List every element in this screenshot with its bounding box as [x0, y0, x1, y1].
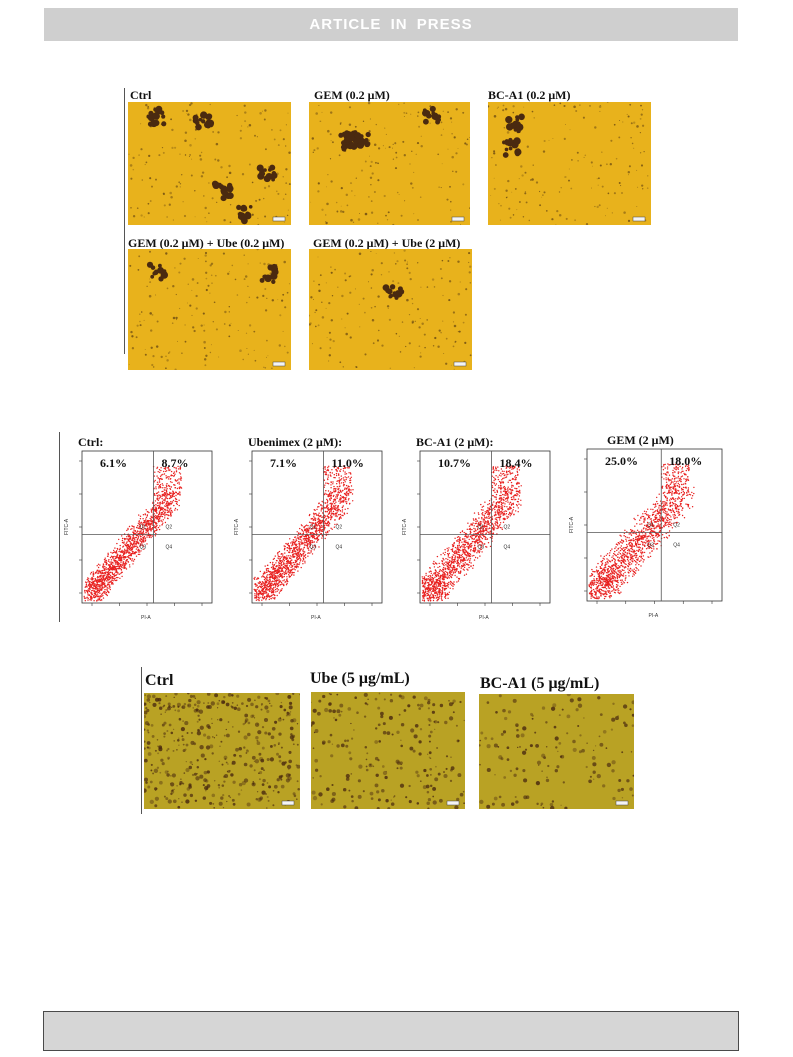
flow-title-ctrl: Ctrl:	[78, 435, 104, 449]
article-in-press-banner: ARTICLE IN PRESS	[44, 8, 738, 41]
x-axis-label: PI-A	[649, 613, 659, 619]
y-axis-label: FITC-A	[64, 518, 70, 535]
migration-label-bca1: BC-A1 (5 μg/mL)	[480, 675, 600, 692]
migration-label-ctrl: Ctrl	[145, 672, 174, 689]
colony-image-ctrl	[128, 102, 291, 225]
footer-box	[43, 1011, 739, 1051]
migration-microscopy-bca1	[479, 694, 634, 809]
quadrant-label-1: Q2	[166, 525, 173, 531]
x-axis-label: PI-A	[141, 615, 151, 621]
colony-microscopy-bca1	[488, 102, 651, 225]
x-axis-label: PI-A	[311, 615, 321, 621]
migration-image-ctrl	[144, 693, 300, 809]
flow-dotplot-gem: Q1 Q2 Q3 Q4 25.0% 18.0% PI-A FITC-A	[569, 448, 723, 619]
early-apoptosis-percent: 6.1%	[100, 456, 127, 470]
flow-dotplot-ubenimex: Q1 Q2 Q3 Q4 7.1% 11.0% PI-A FITC-A	[234, 450, 383, 621]
banner-text: ARTICLE IN PRESS	[309, 16, 473, 33]
quadrant-label-1: Q2	[336, 525, 343, 531]
colony-microscopy-gem-ube-high	[309, 249, 472, 370]
flow-plot-ubenimex: Ubenimex (2 μM): Q1 Q2 Q3 Q4 7.1% 11.0% PI-A FI…	[230, 433, 390, 623]
early-apoptosis-percent: 10.7%	[438, 456, 471, 470]
migration-microscopy-ctrl	[144, 693, 300, 809]
colony-label-gem: GEM (0.2 μM)	[314, 88, 390, 102]
colony-microscopy-ctrl	[128, 102, 291, 225]
flow-plot-bca1: BC-A1 (2 μM): Q1 Q2 Q3 Q4 10.7% 18.4% PI-A FITC…	[398, 433, 558, 623]
flow-dotplot-bca1: Q1 Q2 Q3 Q4 10.7% 18.4% PI-A FITC-A	[402, 450, 551, 621]
flow-plot-gem: GEM (2 μM) Q1 Q2 Q3 Q4 25.0% 18.0% PI-A FITC-A	[565, 431, 730, 623]
late-apoptosis-percent: 18.0%	[669, 454, 702, 468]
quadrant-label-1: Q2	[673, 523, 680, 529]
early-apoptosis-percent: 25.0%	[605, 454, 638, 468]
quadrant-label-1: Q2	[504, 525, 511, 531]
migration-image-ube	[311, 692, 465, 809]
flow-title-bca1: BC-A1 (2 μM):	[416, 435, 494, 449]
migration-label-ube: Ube (5 μg/mL)	[310, 670, 410, 687]
flow-title-ubenimex: Ubenimex (2 μM):	[248, 435, 343, 449]
quadrant-label-3: Q4	[504, 545, 511, 551]
quadrant-label-3: Q4	[336, 545, 343, 551]
colony-label-ctrl: Ctrl	[130, 88, 152, 102]
colony-microscopy-gem-ube-low	[128, 249, 291, 370]
colony-label-bca1: BC-A1 (0.2 μM)	[488, 88, 571, 102]
colony-image-gem	[309, 102, 470, 225]
migration-microscopy-ube	[311, 692, 465, 809]
quadrant-label-3: Q4	[166, 545, 173, 551]
late-apoptosis-percent: 8.7%	[162, 456, 189, 470]
late-apoptosis-percent: 18.4%	[500, 456, 533, 470]
late-apoptosis-percent: 11.0%	[332, 456, 364, 470]
flow-plot-ctrl: Ctrl: Q1 Q2 Q3 Q4 6.1% 8.7% PI-A FITC-A	[60, 433, 220, 623]
quadrant-label-2: Q3	[647, 543, 654, 549]
colony-image-gem-ube-low	[128, 249, 291, 370]
colony-panel-divider	[124, 88, 125, 354]
quadrant-label-2: Q3	[310, 545, 317, 551]
y-axis-label: FITC-A	[402, 518, 408, 535]
migration-image-bca1	[479, 694, 634, 809]
flow-title-gem: GEM (2 μM)	[607, 433, 674, 447]
quadrant-label-0: Q1	[647, 523, 654, 529]
quadrant-label-0: Q1	[478, 525, 485, 531]
y-axis-label: FITC-A	[234, 518, 240, 535]
migration-panel-divider	[141, 667, 142, 814]
flow-panel-divider	[59, 432, 60, 622]
quadrant-label-0: Q1	[310, 525, 317, 531]
y-axis-label: FITC-A	[569, 516, 575, 533]
colony-label-gem-ube-high: GEM (0.2 μM) + Ube (2 μM)	[313, 236, 461, 250]
quadrant-label-2: Q3	[140, 545, 147, 551]
quadrant-label-0: Q1	[140, 525, 147, 531]
colony-image-gem-ube-high	[309, 249, 472, 370]
early-apoptosis-percent: 7.1%	[270, 456, 297, 470]
flow-dotplot-ctrl: Q1 Q2 Q3 Q4 6.1% 8.7% PI-A FITC-A	[64, 450, 213, 621]
quadrant-label-3: Q4	[673, 543, 680, 549]
colony-label-gem-ube-low: GEM (0.2 μM) + Ube (0.2 μM)	[128, 236, 285, 250]
colony-image-bca1	[488, 102, 651, 225]
colony-microscopy-gem	[309, 102, 470, 225]
x-axis-label: PI-A	[479, 615, 489, 621]
quadrant-label-2: Q3	[478, 545, 485, 551]
